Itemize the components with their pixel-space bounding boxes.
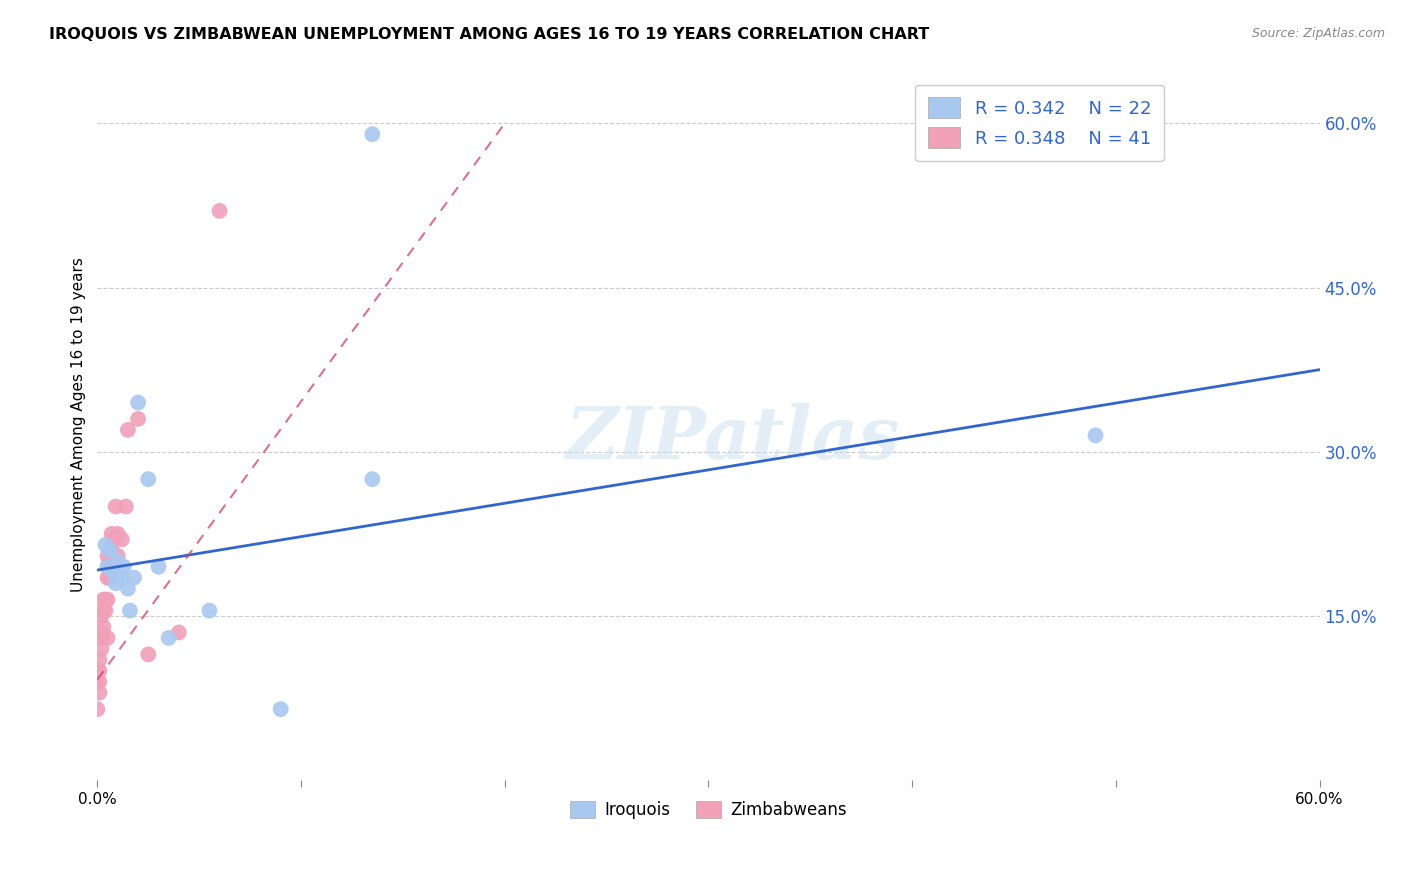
Point — [94, 538, 117, 552]
Point — [90, 625, 112, 640]
Point — [98, 543, 121, 558]
Point — [103, 554, 125, 568]
Point — [107, 527, 129, 541]
Point — [103, 566, 125, 580]
Point — [100, 527, 122, 541]
Point — [157, 631, 180, 645]
Point — [111, 571, 134, 585]
Text: Source: ZipAtlas.com: Source: ZipAtlas.com — [1251, 27, 1385, 40]
Point — [104, 576, 127, 591]
Point — [96, 571, 118, 585]
Point — [93, 620, 115, 634]
Point — [117, 582, 139, 596]
Point — [96, 559, 118, 574]
Point — [93, 592, 115, 607]
Point — [86, 674, 108, 689]
Point — [96, 592, 118, 607]
Point — [89, 653, 111, 667]
Point — [90, 631, 112, 645]
Point — [89, 686, 111, 700]
Point — [107, 571, 129, 585]
Point — [198, 603, 221, 617]
Point — [93, 603, 115, 617]
Point — [86, 702, 108, 716]
Point — [361, 127, 384, 141]
Point — [107, 549, 129, 563]
Point — [1084, 428, 1107, 442]
Point — [89, 674, 111, 689]
Point — [208, 203, 231, 218]
Point — [118, 603, 141, 617]
Text: ZIPatlas: ZIPatlas — [565, 403, 900, 475]
Point — [270, 702, 292, 716]
Point — [96, 549, 118, 563]
Point — [98, 554, 121, 568]
Point — [115, 500, 138, 514]
Point — [122, 571, 145, 585]
Point — [96, 631, 118, 645]
Text: IROQUOIS VS ZIMBABWEAN UNEMPLOYMENT AMONG AGES 16 TO 19 YEARS CORRELATION CHART: IROQUOIS VS ZIMBABWEAN UNEMPLOYMENT AMON… — [49, 27, 929, 42]
Point — [90, 609, 112, 624]
Point — [136, 648, 159, 662]
Point — [112, 559, 135, 574]
Point — [361, 472, 384, 486]
Point — [94, 592, 117, 607]
Point — [111, 533, 134, 547]
Point — [136, 472, 159, 486]
Point — [96, 559, 118, 574]
Point — [104, 500, 127, 514]
Legend: Iroquois, Zimbabweans: Iroquois, Zimbabweans — [562, 794, 853, 825]
Point — [98, 571, 121, 585]
Point — [90, 641, 112, 656]
Point — [127, 412, 149, 426]
Point — [148, 559, 170, 574]
Point — [89, 664, 111, 678]
Point — [100, 538, 122, 552]
Y-axis label: Unemployment Among Ages 16 to 19 years: Unemployment Among Ages 16 to 19 years — [72, 257, 86, 592]
Point — [107, 554, 129, 568]
Point — [86, 664, 108, 678]
Point — [127, 395, 149, 409]
Point — [94, 603, 117, 617]
Point — [167, 625, 190, 640]
Point — [117, 423, 139, 437]
Point — [103, 533, 125, 547]
